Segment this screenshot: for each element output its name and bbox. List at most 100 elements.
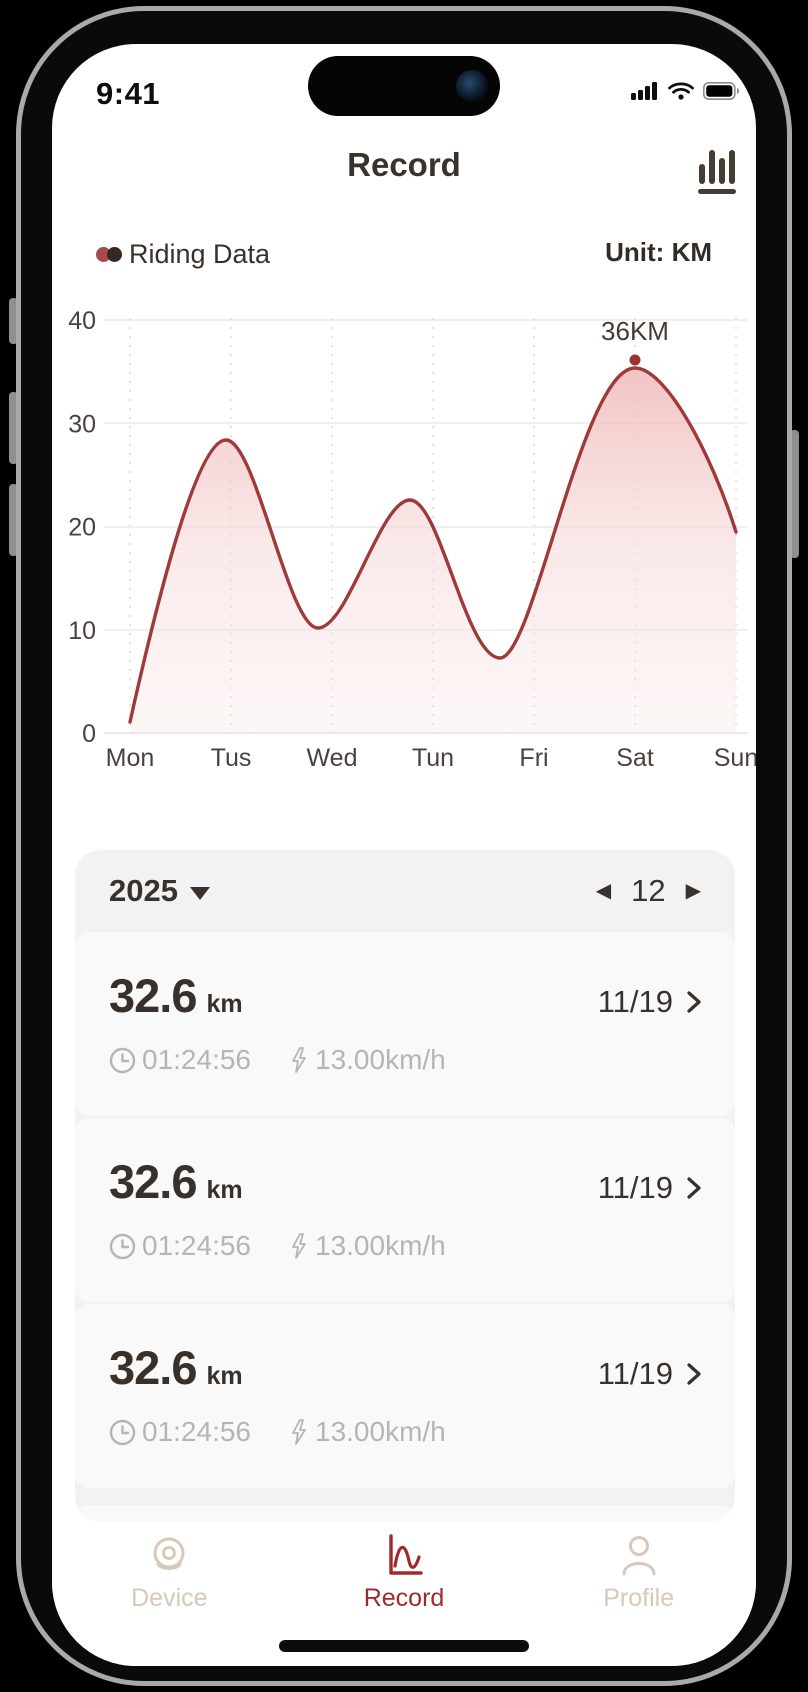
- svg-text:Wed: Wed: [307, 744, 358, 772]
- action-button: [9, 298, 18, 344]
- record-duration: 01:24:56: [142, 1416, 251, 1447]
- record-date: 11/19: [597, 1356, 673, 1391]
- tab-device[interactable]: Device: [52, 1522, 287, 1666]
- lightning-icon: [292, 1419, 306, 1445]
- year-dropdown[interactable]: 2025: [109, 873, 210, 909]
- record-row[interactable]: 32.6 km 11/19: [75, 932, 735, 1116]
- record-date-group: 11/19: [598, 1170, 705, 1206]
- record-distance-unit: km: [206, 1176, 243, 1204]
- chart-legend-row: Riding Data Unit: KM: [96, 234, 712, 274]
- volume-down-button: [9, 484, 18, 556]
- record-speed-item: 13.00km/h: [289, 1416, 446, 1448]
- record-date: 11/19: [597, 984, 673, 1019]
- power-button: [790, 430, 799, 558]
- svg-text:Mon: Mon: [106, 744, 155, 772]
- record-list-card: 2025 ◀ 12 ▶ 32.6 km: [75, 850, 735, 1522]
- page-title: Record: [347, 146, 461, 183]
- lightning-icon: [292, 1047, 306, 1073]
- record-distance: 32.6: [109, 1341, 197, 1394]
- device-icon: [153, 1537, 185, 1570]
- record-sub-line: 01:24:56 13.00km/h: [109, 1230, 446, 1262]
- record-date-group: 11/19: [598, 984, 705, 1020]
- record-row[interactable]: 32.6 km 11/19: [75, 1118, 735, 1302]
- svg-text:40: 40: [68, 307, 96, 335]
- tab-record[interactable]: Record: [287, 1522, 522, 1666]
- record-date: 11/19: [597, 1170, 673, 1205]
- home-indicator[interactable]: [279, 1640, 529, 1652]
- tab-record-label: Record: [363, 1584, 445, 1612]
- record-distance: 32.6: [109, 1155, 197, 1208]
- record-duration-item: 01:24:56: [109, 1044, 251, 1076]
- record-duration: 01:24:56: [142, 1044, 251, 1075]
- record-duration-item: 01:24:56: [109, 1416, 251, 1448]
- record-row-partial: [75, 1505, 735, 1522]
- peak-marker-dot: [629, 354, 641, 366]
- y-axis-labels: 0 10 20 30 40: [68, 307, 96, 748]
- tab-profile-label: Profile: [603, 1584, 675, 1612]
- next-month-button[interactable]: ▶: [685, 880, 701, 902]
- record-sub-line: 01:24:56 13.00km/h: [109, 1044, 446, 1076]
- tab-profile[interactable]: Profile: [521, 1522, 756, 1666]
- legend-label: Riding Data: [129, 238, 271, 269]
- record-speed-item: 13.00km/h: [289, 1044, 446, 1076]
- status-time: 9:41: [96, 76, 161, 111]
- record-main-line: 32.6 km 11/19: [109, 1340, 705, 1395]
- profile-icon: [622, 1536, 656, 1576]
- record-chart-icon: [389, 1534, 423, 1575]
- svg-text:Sat: Sat: [616, 744, 654, 772]
- svg-text:Sun: Sun: [714, 744, 756, 772]
- record-duration-item: 01:24:56: [109, 1230, 251, 1262]
- svg-text:Tun: Tun: [412, 744, 454, 772]
- record-distance: 32.6: [109, 969, 197, 1022]
- record-card-header: 2025 ◀ 12 ▶: [75, 850, 735, 932]
- app-screen: 9:41 Record: [52, 44, 756, 1666]
- svg-text:Fri: Fri: [519, 744, 548, 772]
- chevron-right-icon: [687, 1177, 701, 1199]
- dynamic-island: [308, 56, 500, 116]
- battery-icon: [703, 82, 740, 100]
- chevron-right-icon: [687, 1363, 701, 1385]
- peak-annotation: 36KM: [601, 316, 669, 346]
- record-distance-unit: km: [206, 1362, 243, 1390]
- chart-legend: Riding Data: [96, 234, 270, 274]
- x-axis-labels: Mon Tus Wed Tun Fri Sat Sun: [106, 744, 756, 772]
- chart-unit-label: Unit: KM: [605, 237, 712, 267]
- record-speed-item: 13.00km/h: [289, 1230, 446, 1262]
- chevron-down-icon: [189, 886, 210, 900]
- svg-text:30: 30: [68, 410, 96, 438]
- wifi-icon: [668, 82, 694, 100]
- record-rows: 32.6 km 11/19: [75, 932, 735, 1505]
- record-speed: 13.00km/h: [315, 1416, 446, 1447]
- clock-icon: [109, 1233, 136, 1259]
- riding-data-chart: 36KM 0 10 20 30 40 Mon Tus Wed Tun Fri Sat Sun: [52, 288, 756, 788]
- area-fill: [130, 368, 736, 733]
- tab-device-label: Device: [131, 1584, 208, 1612]
- svg-text:20: 20: [68, 514, 96, 542]
- record-date-group: 11/19: [598, 1356, 705, 1392]
- record-sub-line: 01:24:56 13.00km/h: [109, 1416, 446, 1448]
- record-distance-unit: km: [206, 990, 243, 1018]
- lightning-icon: [292, 1233, 306, 1259]
- year-value: 2025: [109, 873, 178, 908]
- record-row[interactable]: 32.6 km 11/19: [75, 1304, 735, 1488]
- status-icons: [631, 82, 740, 100]
- svg-text:Tus: Tus: [211, 744, 252, 772]
- clock-icon: [109, 1419, 136, 1445]
- front-camera: [456, 70, 488, 102]
- month-navigator: ◀ 12 ▶: [596, 873, 701, 909]
- svg-text:0: 0: [82, 720, 96, 748]
- record-main-line: 32.6 km 11/19: [109, 968, 705, 1023]
- area-chart-svg: 36KM 0 10 20 30 40 Mon Tus Wed Tun Fri Sat Sun: [68, 307, 756, 772]
- prev-month-button[interactable]: ◀: [595, 880, 612, 902]
- month-value: 12: [631, 873, 666, 908]
- histogram-icon[interactable]: [698, 148, 736, 194]
- legend-dot-dark: [107, 246, 122, 262]
- record-main-line: 32.6 km 11/19: [109, 1154, 705, 1209]
- volume-up-button: [9, 392, 18, 464]
- record-speed: 13.00km/h: [315, 1044, 446, 1075]
- chevron-right-icon: [687, 991, 701, 1013]
- clock-icon: [109, 1047, 136, 1073]
- record-speed: 13.00km/h: [315, 1230, 446, 1261]
- data-curve: [128, 366, 738, 724]
